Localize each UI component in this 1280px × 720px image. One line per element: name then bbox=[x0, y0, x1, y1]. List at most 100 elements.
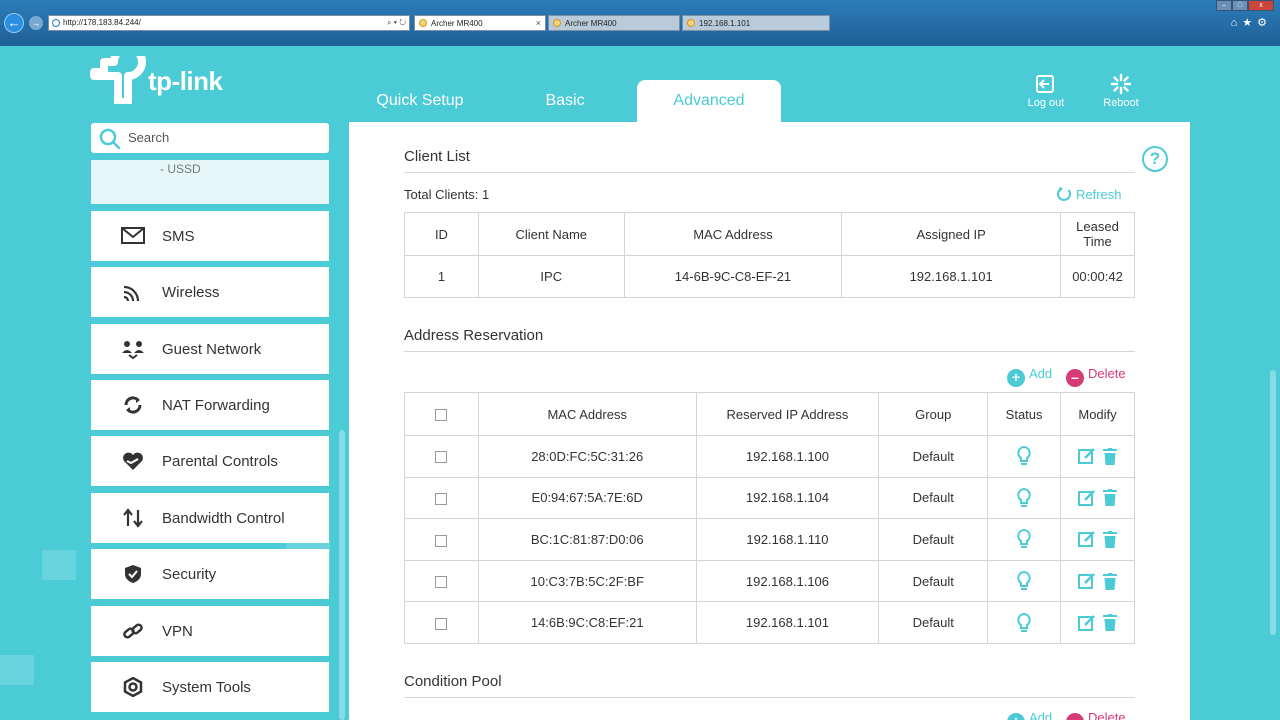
logout-button[interactable]: Log out bbox=[1022, 74, 1070, 109]
cell-reserved-ip: 192.168.1.104 bbox=[695, 476, 880, 520]
minimize-icon[interactable]: – bbox=[1216, 0, 1232, 11]
sidebar-item-parental-controls[interactable]: Parental Controls bbox=[91, 436, 329, 486]
trash-icon[interactable] bbox=[1103, 614, 1118, 632]
tab-favicon-icon bbox=[419, 19, 427, 27]
lightbulb-icon[interactable] bbox=[1016, 528, 1032, 550]
close-icon[interactable]: × bbox=[535, 18, 541, 28]
link-icon bbox=[123, 623, 143, 639]
column-header-client-name: Client Name bbox=[477, 212, 625, 256]
cell-group: Default bbox=[878, 601, 989, 644]
address-reservation-title: Address Reservation bbox=[404, 327, 544, 344]
row-checkbox[interactable] bbox=[435, 576, 448, 589]
condition-pool-title: Condition Pool bbox=[404, 673, 502, 690]
search-refresh-icon[interactable]: ⌕ ▾ ↻ bbox=[386, 18, 406, 27]
address-bar[interactable]: http://178.183.84.244/ ⌕ ▾ ↻ bbox=[48, 15, 410, 31]
row-checkbox[interactable] bbox=[435, 492, 448, 505]
home-star-gear-icons[interactable]: ⌂★⚙ bbox=[1230, 17, 1272, 29]
tab-favicon-icon bbox=[687, 19, 695, 27]
row-checkbox[interactable] bbox=[435, 451, 448, 464]
help-icon[interactable]: ? bbox=[1142, 146, 1168, 172]
search-placeholder: Search bbox=[128, 130, 170, 145]
lightbulb-icon[interactable] bbox=[1016, 445, 1032, 467]
table-row: 1 IPC 14-6B-9C-C8-EF-21 192.168.1.101 00… bbox=[404, 255, 1135, 298]
cell-mac: E0:94:67:5A:7E:6D bbox=[477, 476, 697, 520]
delete-button[interactable]: – Delete bbox=[1066, 366, 1126, 387]
tab-advanced[interactable]: Advanced bbox=[637, 80, 781, 122]
reboot-icon bbox=[1110, 74, 1132, 94]
edit-icon[interactable] bbox=[1077, 530, 1096, 548]
trash-icon[interactable] bbox=[1103, 447, 1118, 465]
maximize-icon[interactable]: □ bbox=[1232, 0, 1248, 11]
guest-network-icon bbox=[122, 341, 144, 359]
cell-leased-time: 00:00:42 bbox=[1060, 255, 1135, 298]
cell-mac: 28:0D:FC:5C:31:26 bbox=[477, 435, 697, 478]
sidebar-item-system-tools[interactable]: System Tools bbox=[91, 662, 329, 712]
shield-icon bbox=[125, 565, 141, 583]
edit-icon[interactable] bbox=[1077, 489, 1096, 507]
page-scrollbar[interactable] bbox=[1270, 370, 1276, 635]
select-all-checkbox[interactable] bbox=[435, 409, 448, 422]
cell-reserved-ip: 192.168.1.101 bbox=[695, 601, 880, 644]
sidebar-item-security[interactable]: Security bbox=[91, 549, 329, 599]
window-controls: – □ x bbox=[1216, 0, 1274, 12]
tab-quick-setup[interactable]: Quick Setup bbox=[376, 92, 464, 109]
lightbulb-icon[interactable] bbox=[1016, 570, 1032, 592]
cell-group: Default bbox=[878, 559, 989, 603]
column-header-assigned-ip: Assigned IP bbox=[841, 212, 1062, 256]
row-checkbox[interactable] bbox=[435, 534, 448, 547]
lightbulb-icon[interactable] bbox=[1016, 612, 1032, 634]
sidebar-item-wireless[interactable]: Wireless bbox=[91, 267, 329, 317]
condition-delete-button[interactable]: –Delete bbox=[1066, 710, 1126, 720]
browser-tab-2[interactable]: Archer MR400 bbox=[548, 15, 680, 31]
back-arrow-icon[interactable]: ← bbox=[4, 13, 24, 33]
column-header-mac: MAC Address bbox=[477, 392, 697, 436]
plus-icon: + bbox=[1007, 713, 1025, 720]
refresh-button[interactable]: Refresh bbox=[1056, 186, 1122, 202]
heart-icon bbox=[123, 452, 143, 470]
browser-tab-1[interactable]: Archer MR400 × bbox=[414, 15, 546, 31]
sidebar-item-guest-network[interactable]: Guest Network bbox=[91, 324, 329, 374]
arrows-updown-icon bbox=[123, 508, 143, 528]
envelope-icon bbox=[121, 227, 145, 244]
table-row: BC:1C:81:87:D0:06 192.168.1.110 Default bbox=[404, 518, 1135, 561]
cell-mac: 14:6B:9C:C8:EF:21 bbox=[477, 601, 697, 644]
forward-arrow-icon[interactable]: → bbox=[29, 16, 43, 30]
reboot-button[interactable]: Reboot bbox=[1097, 74, 1145, 109]
cell-mac: 10:C3:7B:5C:2F:BF bbox=[477, 559, 697, 603]
sidebar-subitem-ussd[interactable]: - USSD bbox=[91, 160, 329, 204]
trash-icon[interactable] bbox=[1103, 530, 1118, 548]
condition-add-button[interactable]: +Add bbox=[1007, 710, 1052, 720]
lightbulb-icon[interactable] bbox=[1016, 487, 1032, 509]
nat-forwarding-icon bbox=[124, 396, 142, 414]
minus-icon: – bbox=[1066, 369, 1084, 387]
sidebar-item-sms[interactable]: SMS bbox=[91, 211, 329, 261]
tab-basic[interactable]: Basic bbox=[545, 92, 585, 109]
sidebar-item-vpn[interactable]: VPN bbox=[91, 606, 329, 656]
edit-icon[interactable] bbox=[1077, 572, 1096, 590]
logo-text: tp-link bbox=[148, 66, 223, 96]
browser-toolbar: ← → http://178.183.84.244/ ⌕ ▾ ↻ Archer … bbox=[0, 0, 1280, 46]
ie-icon bbox=[52, 19, 60, 27]
tab-favicon-icon bbox=[553, 19, 561, 27]
browser-tab-3[interactable]: 192.168.1.101 bbox=[682, 15, 830, 31]
tp-link-logo-icon bbox=[90, 56, 146, 104]
decor-shape bbox=[42, 550, 76, 580]
cell-reserved-ip: 192.168.1.106 bbox=[695, 559, 880, 603]
row-checkbox[interactable] bbox=[435, 617, 448, 630]
cell-ip: 192.168.1.101 bbox=[841, 255, 1062, 298]
add-button[interactable]: + Add bbox=[1007, 366, 1052, 387]
window-close-icon[interactable]: x bbox=[1248, 0, 1274, 11]
cell-group: Default bbox=[878, 435, 989, 478]
sidebar-scrollbar[interactable] bbox=[339, 430, 345, 720]
cell-id: 1 bbox=[404, 255, 479, 298]
sidebar-item-bandwidth-control[interactable]: Bandwidth Control bbox=[91, 493, 329, 543]
trash-icon[interactable] bbox=[1103, 572, 1118, 590]
table-row: E0:94:67:5A:7E:6D 192.168.1.104 Default bbox=[404, 476, 1135, 520]
search-input[interactable]: Search bbox=[91, 123, 329, 153]
edit-icon[interactable] bbox=[1077, 614, 1096, 632]
column-header-status: Status bbox=[987, 392, 1062, 436]
edit-icon[interactable] bbox=[1077, 447, 1096, 465]
sidebar-item-nat-forwarding[interactable]: NAT Forwarding bbox=[91, 380, 329, 430]
trash-icon[interactable] bbox=[1103, 489, 1118, 507]
cell-group: Default bbox=[878, 476, 989, 520]
